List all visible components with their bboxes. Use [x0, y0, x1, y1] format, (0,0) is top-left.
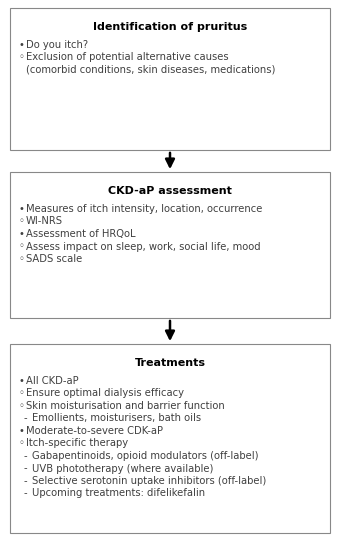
Text: •: • — [18, 204, 24, 214]
Text: ◦: ◦ — [18, 254, 24, 264]
Text: Skin moisturisation and barrier function: Skin moisturisation and barrier function — [26, 401, 225, 411]
Text: •: • — [18, 426, 24, 436]
Text: ◦: ◦ — [18, 439, 24, 448]
Text: ◦: ◦ — [18, 52, 24, 63]
Text: (comorbid conditions, skin diseases, medications): (comorbid conditions, skin diseases, med… — [26, 65, 275, 75]
Text: WI-NRS: WI-NRS — [26, 216, 63, 227]
Text: -: - — [24, 464, 28, 473]
Text: •: • — [18, 40, 24, 50]
Text: -: - — [24, 413, 28, 424]
Text: ◦: ◦ — [18, 388, 24, 399]
Bar — [10, 344, 330, 533]
Text: Exclusion of potential alternative causes: Exclusion of potential alternative cause… — [26, 52, 228, 63]
Text: -: - — [24, 451, 28, 461]
Text: SADS scale: SADS scale — [26, 254, 82, 264]
Text: Measures of itch intensity, location, occurrence: Measures of itch intensity, location, oc… — [26, 204, 262, 214]
Text: CKD-aP assessment: CKD-aP assessment — [108, 186, 232, 196]
Text: Itch-specific therapy: Itch-specific therapy — [26, 439, 128, 448]
Text: -: - — [24, 476, 28, 486]
Text: Ensure optimal dialysis efficacy: Ensure optimal dialysis efficacy — [26, 388, 184, 399]
Text: UVB phototherapy (where available): UVB phototherapy (where available) — [32, 464, 214, 473]
Text: Upcoming treatments: difelikefalin: Upcoming treatments: difelikefalin — [32, 489, 205, 498]
Text: ◦: ◦ — [18, 216, 24, 227]
Text: •: • — [18, 376, 24, 386]
Text: All CKD-aP: All CKD-aP — [26, 376, 79, 386]
Text: Selective serotonin uptake inhibitors (off-label): Selective serotonin uptake inhibitors (o… — [32, 476, 266, 486]
Bar — [10, 8, 330, 150]
Text: ◦: ◦ — [18, 241, 24, 252]
Text: ◦: ◦ — [18, 401, 24, 411]
Text: Assessment of HRQoL: Assessment of HRQoL — [26, 229, 136, 239]
Text: Treatments: Treatments — [135, 358, 205, 368]
Text: Assess impact on sleep, work, social life, mood: Assess impact on sleep, work, social lif… — [26, 241, 261, 252]
Text: Moderate-to-severe CDK-aP: Moderate-to-severe CDK-aP — [26, 426, 163, 436]
Bar — [10, 172, 330, 318]
Text: Do you itch?: Do you itch? — [26, 40, 88, 50]
Text: Gabapentinoids, opioid modulators (off-label): Gabapentinoids, opioid modulators (off-l… — [32, 451, 258, 461]
Text: •: • — [18, 229, 24, 239]
Text: Identification of pruritus: Identification of pruritus — [93, 22, 247, 32]
Text: Emollients, moisturisers, bath oils: Emollients, moisturisers, bath oils — [32, 413, 201, 424]
Text: -: - — [24, 489, 28, 498]
